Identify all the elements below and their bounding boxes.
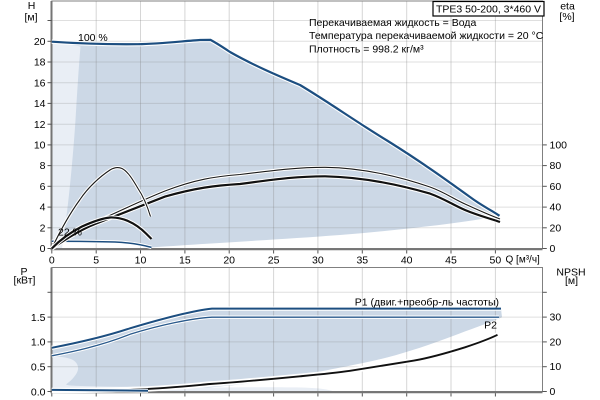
- svg-text:30: 30: [312, 254, 324, 266]
- svg-text:5: 5: [93, 254, 99, 266]
- svg-text:TPE3 50-200, 3*460 V: TPE3 50-200, 3*460 V: [436, 4, 541, 16]
- svg-text:H: H: [28, 0, 36, 12]
- svg-text:30: 30: [550, 312, 562, 324]
- svg-text:0: 0: [550, 386, 556, 398]
- svg-text:P1 (двиг.+преобр-ль частоты): P1 (двиг.+преобр-ль частоты): [355, 297, 499, 309]
- svg-text:8: 8: [40, 160, 46, 172]
- svg-text:14: 14: [34, 98, 46, 110]
- svg-text:P2: P2: [484, 319, 497, 331]
- svg-text:[%]: [%]: [559, 11, 574, 23]
- svg-text:0: 0: [49, 254, 55, 266]
- svg-text:22 %: 22 %: [58, 227, 82, 239]
- svg-text:Перекачиваемая жидкость = Вода: Перекачиваемая жидкость = Вода: [309, 17, 476, 29]
- svg-text:25: 25: [268, 254, 280, 266]
- svg-text:100 %: 100 %: [78, 32, 108, 44]
- svg-text:18: 18: [34, 57, 46, 69]
- svg-text:10: 10: [34, 140, 46, 152]
- svg-text:15: 15: [179, 254, 191, 266]
- svg-text:20: 20: [34, 36, 46, 48]
- svg-text:0: 0: [40, 243, 46, 255]
- svg-text:12: 12: [34, 119, 46, 131]
- svg-text:eta: eta: [560, 0, 575, 12]
- svg-text:Плотность = 998.2 кг/м³: Плотность = 998.2 кг/м³: [309, 44, 424, 56]
- svg-text:0: 0: [550, 243, 556, 255]
- svg-text:40: 40: [550, 202, 562, 214]
- svg-text:16: 16: [34, 77, 46, 89]
- svg-text:60: 60: [550, 181, 562, 193]
- svg-text:1.0: 1.0: [31, 337, 46, 349]
- svg-text:NPSH: NPSH: [556, 266, 585, 278]
- svg-text:10: 10: [550, 361, 562, 373]
- svg-text:100: 100: [550, 140, 568, 152]
- svg-text:80: 80: [550, 160, 562, 172]
- svg-text:[кВт]: [кВт]: [14, 275, 36, 287]
- svg-text:20: 20: [550, 222, 562, 234]
- svg-text:35: 35: [356, 254, 368, 266]
- svg-text:40: 40: [401, 254, 413, 266]
- svg-text:Q [м³/ч]: Q [м³/ч]: [506, 254, 541, 265]
- svg-text:20: 20: [223, 254, 235, 266]
- svg-text:45: 45: [445, 254, 457, 266]
- svg-text:1.5: 1.5: [31, 312, 46, 324]
- svg-text:2: 2: [40, 222, 46, 234]
- svg-text:0.5: 0.5: [31, 362, 46, 374]
- svg-text:20: 20: [550, 336, 562, 348]
- svg-text:4: 4: [40, 202, 46, 214]
- svg-text:10: 10: [135, 254, 147, 266]
- svg-text:6: 6: [40, 181, 46, 193]
- svg-text:50: 50: [490, 254, 502, 266]
- svg-text:[м]: [м]: [565, 275, 578, 287]
- svg-text:Температура перекачиваемой жид: Температура перекачиваемой жидкости = 20…: [309, 30, 544, 42]
- svg-text:[м]: [м]: [24, 12, 37, 24]
- svg-text:0.0: 0.0: [31, 386, 46, 398]
- svg-text:P: P: [20, 266, 27, 278]
